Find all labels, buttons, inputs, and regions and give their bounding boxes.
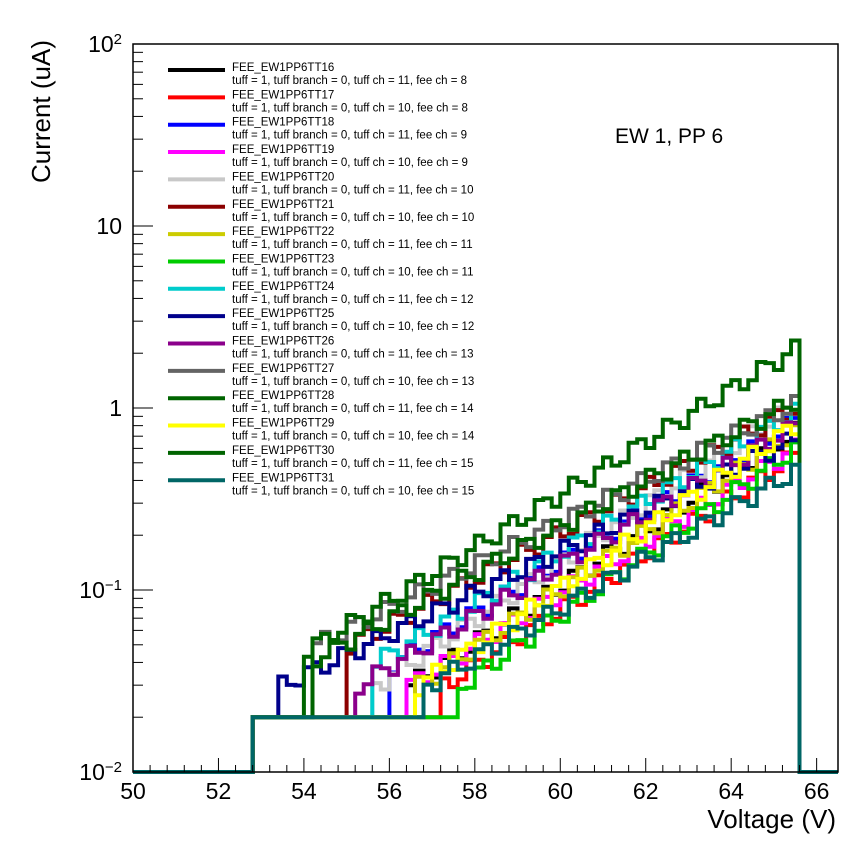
x-tick-label: 52	[206, 778, 232, 804]
legend-name: FEE_EW1PP6TT25	[232, 308, 334, 320]
x-tick-label: 58	[462, 778, 488, 804]
x-tick-label: 64	[718, 778, 744, 804]
y-axis-label: Current (uA)	[26, 40, 56, 183]
legend-name: FEE_EW1PP6TT23	[232, 253, 334, 265]
legend-subtitle: tuff = 1, tuff branch = 0, tuff ch = 10,…	[232, 431, 475, 443]
legend-name: FEE_EW1PP6TT30	[232, 445, 334, 457]
legend-name: FEE_EW1PP6TT28	[232, 390, 334, 402]
x-tick-label: 66	[804, 778, 830, 804]
x-axis-label: Voltage (V)	[707, 804, 836, 834]
x-tick-label: 54	[291, 778, 317, 804]
legend-subtitle: tuff = 1, tuff branch = 0, tuff ch = 10,…	[232, 321, 474, 333]
x-tick-label: 56	[377, 778, 403, 804]
legend-name: FEE_EW1PP6TT16	[232, 62, 334, 74]
legend-subtitle: tuff = 1, tuff branch = 0, tuff ch = 11,…	[232, 403, 474, 415]
legend-name: FEE_EW1PP6TT22	[232, 226, 334, 238]
legend-subtitle: tuff = 1, tuff branch = 0, tuff ch = 11,…	[232, 349, 473, 361]
y-tick-label: 10−1	[79, 577, 122, 604]
chart-annotation: EW 1, PP 6	[615, 125, 723, 148]
legend-name: FEE_EW1PP6TT17	[232, 89, 334, 101]
legend-subtitle: tuff = 1, tuff branch = 0, tuff ch = 10,…	[232, 157, 468, 169]
legend-name: FEE_EW1PP6TT26	[232, 336, 334, 348]
legend-subtitle: tuff = 1, tuff branch = 0, tuff ch = 11,…	[232, 294, 473, 306]
x-tick-label: 62	[633, 778, 659, 804]
series-line	[133, 338, 838, 774]
y-tick-label: 102	[88, 31, 122, 58]
ticks-layer: 50 52 54 56 58 60 62 64 66 10−2 10−1 1 10 102	[79, 31, 829, 805]
legend-subtitle: tuff = 1, tuff branch = 0, tuff ch = 11,…	[232, 130, 467, 142]
legend-subtitle: tuff = 1, tuff branch = 0, tuff ch = 10,…	[232, 102, 468, 114]
y-tick-label: 10	[96, 213, 122, 239]
legend-subtitle: tuff = 1, tuff branch = 0, tuff ch = 11,…	[232, 458, 473, 470]
legend-name: FEE_EW1PP6TT24	[232, 281, 335, 293]
legend-name: FEE_EW1PP6TT19	[232, 144, 334, 156]
y-tick-label: 1	[109, 395, 122, 421]
legend-subtitle: tuff = 1, tuff branch = 0, tuff ch = 10,…	[232, 212, 474, 224]
legend-name: FEE_EW1PP6TT21	[232, 199, 334, 211]
series-line	[133, 398, 838, 774]
legend-subtitle: tuff = 1, tuff branch = 0, tuff ch = 11,…	[232, 75, 467, 87]
legend-name: FEE_EW1PP6TT29	[232, 418, 334, 430]
legend-subtitle: tuff = 1, tuff branch = 0, tuff ch = 11,…	[232, 239, 473, 251]
legend-name: FEE_EW1PP6TT31	[232, 472, 334, 484]
x-tick-label: 50	[120, 778, 146, 804]
x-tick-label: 60	[547, 778, 573, 804]
legend-name: FEE_EW1PP6TT27	[232, 363, 334, 375]
series-line	[133, 462, 838, 774]
legend-name: FEE_EW1PP6TT18	[232, 117, 334, 129]
legend-subtitle: tuff = 1, tuff branch = 0, tuff ch = 10,…	[232, 376, 474, 388]
legend-subtitle: tuff = 1, tuff branch = 0, tuff ch = 10,…	[232, 485, 474, 497]
legend-name: FEE_EW1PP6TT20	[232, 171, 334, 183]
series-layer	[133, 338, 838, 774]
y-tick-label: 10−2	[79, 759, 122, 786]
legend-subtitle: tuff = 1, tuff branch = 0, tuff ch = 10,…	[232, 266, 473, 278]
legend-subtitle: tuff = 1, tuff branch = 0, tuff ch = 11,…	[232, 184, 473, 196]
